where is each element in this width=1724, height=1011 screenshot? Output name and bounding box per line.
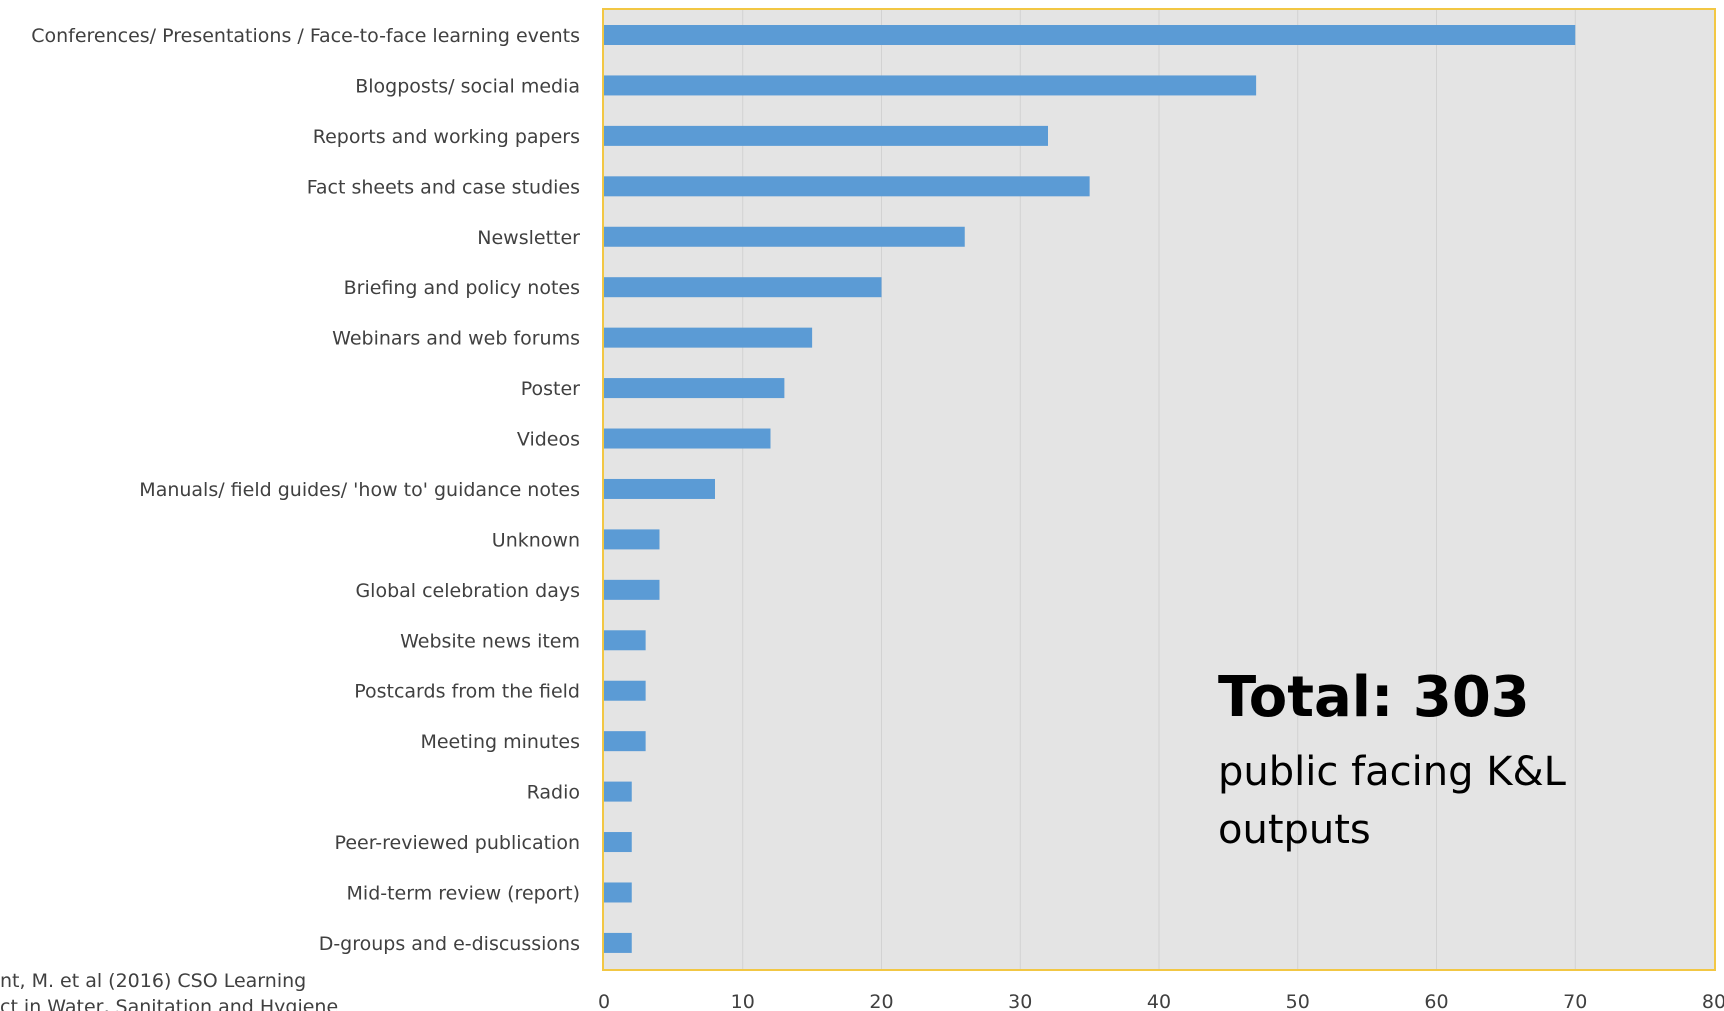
category-label: Reports and working papers — [313, 126, 580, 148]
x-tick-label: 30 — [1008, 991, 1032, 1011]
bar — [604, 832, 632, 853]
bar — [604, 882, 632, 903]
x-tick-label: 20 — [869, 991, 893, 1011]
bar — [604, 25, 1576, 45]
x-tick-label: 50 — [1286, 991, 1310, 1011]
bar — [604, 428, 771, 449]
bar — [604, 176, 1090, 197]
source-citation: nt, M. et al (2016) CSO Learning ct in W… — [0, 968, 380, 1011]
category-label: Global celebration days — [355, 580, 580, 602]
category-label: Unknown — [492, 529, 580, 551]
bars — [604, 25, 1576, 953]
category-label: Videos — [517, 429, 580, 451]
bar — [604, 478, 715, 499]
category-label: Webinars and web forums — [332, 328, 580, 350]
x-tick-label: 0 — [598, 991, 610, 1011]
category-label: Conferences/ Presentations / Face-to-fac… — [31, 25, 580, 47]
bar — [604, 327, 813, 348]
bar — [604, 630, 646, 651]
x-axis-ticks: 0 10 20 30 40 50 60 70 80 — [598, 991, 1724, 1011]
total-annotation: Total: 303 — [1218, 665, 1530, 730]
x-tick-label: 80 — [1702, 991, 1724, 1011]
category-label: Website news item — [400, 630, 580, 652]
category-label: Meeting minutes — [420, 731, 580, 753]
category-label: Radio — [527, 782, 580, 804]
plot-border — [602, 8, 1716, 971]
bar — [604, 781, 632, 802]
bar — [604, 277, 882, 298]
category-label: Blogposts/ social media — [355, 75, 580, 97]
bar — [604, 226, 965, 247]
bar — [604, 932, 632, 953]
x-tick-label: 10 — [731, 991, 755, 1011]
bar — [604, 125, 1048, 146]
category-label: Newsletter — [477, 227, 580, 249]
category-label: Peer-reviewed publication — [335, 832, 580, 854]
x-tick-label: 60 — [1424, 991, 1448, 1011]
category-label: Mid-term review (report) — [347, 882, 580, 904]
category-label: Poster — [521, 378, 580, 400]
citation-line-1: nt, M. et al (2016) CSO Learning — [0, 970, 307, 992]
category-label: D-groups and e-discussions — [319, 933, 580, 955]
category-labels: Conferences/ Presentations / Face-to-fac… — [31, 25, 580, 955]
category-label: Postcards from the field — [354, 681, 580, 703]
bar — [604, 529, 660, 550]
gridlines — [742, 9, 1576, 970]
bar — [604, 378, 785, 399]
total-description: public facing K&L outputs — [1218, 749, 1566, 853]
category-label: Briefing and policy notes — [344, 277, 580, 299]
category-label: Manuals/ field guides/ 'how to' guidance… — [139, 479, 580, 501]
category-label: Fact sheets and case studies — [307, 176, 580, 198]
citation-line-2: ct in Water, Sanitation and Hygiene — [0, 996, 339, 1011]
bar — [604, 75, 1257, 96]
bar — [604, 579, 660, 600]
bar — [604, 680, 646, 701]
x-tick-label: 40 — [1147, 991, 1171, 1011]
x-tick-label: 70 — [1563, 991, 1587, 1011]
bar — [604, 731, 646, 752]
